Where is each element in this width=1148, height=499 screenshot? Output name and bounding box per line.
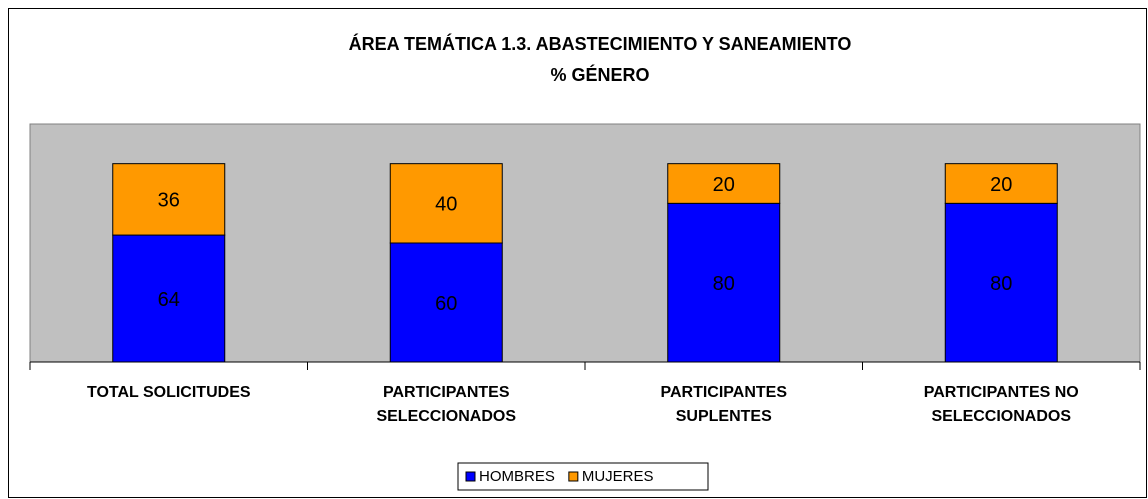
- bar-segment: [944, 202, 1058, 363]
- data-label: 40: [435, 194, 457, 216]
- bar-segment: [667, 202, 781, 363]
- data-label: 20: [990, 174, 1012, 196]
- legend-swatch: [465, 471, 476, 482]
- x-tick-label: TOTAL SOLICITUDES: [86, 384, 251, 401]
- legend-label: MUJERES: [582, 468, 654, 485]
- legend-box: [457, 462, 709, 491]
- x-tick-label: PARTICIPANTES SELECCIONADOS: [376, 384, 517, 425]
- bar-segment: [667, 163, 781, 204]
- data-label: 36: [158, 190, 180, 212]
- bar-segment: [944, 163, 1058, 204]
- data-label: 20: [713, 174, 735, 196]
- data-label: 64: [158, 289, 180, 311]
- bar-segment: [112, 163, 226, 236]
- bar-segment: [389, 163, 503, 244]
- bar-segment: [389, 242, 503, 363]
- chart-subtitle: % GÉNERO: [550, 64, 649, 85]
- chart-title: ÁREA TEMÁTICA 1.3. ABASTECIMIENTO Y SANE…: [349, 33, 852, 54]
- data-label: 80: [990, 273, 1012, 295]
- legend-label: HOMBRES: [479, 468, 555, 485]
- legend-swatch: [568, 471, 579, 482]
- x-tick-label: PARTICIPANTES SUPLENTES: [660, 384, 788, 425]
- data-label: 60: [435, 293, 457, 315]
- data-label: 80: [713, 273, 735, 295]
- x-tick-label: PARTICIPANTES NO SELECCIONADOS: [923, 384, 1079, 425]
